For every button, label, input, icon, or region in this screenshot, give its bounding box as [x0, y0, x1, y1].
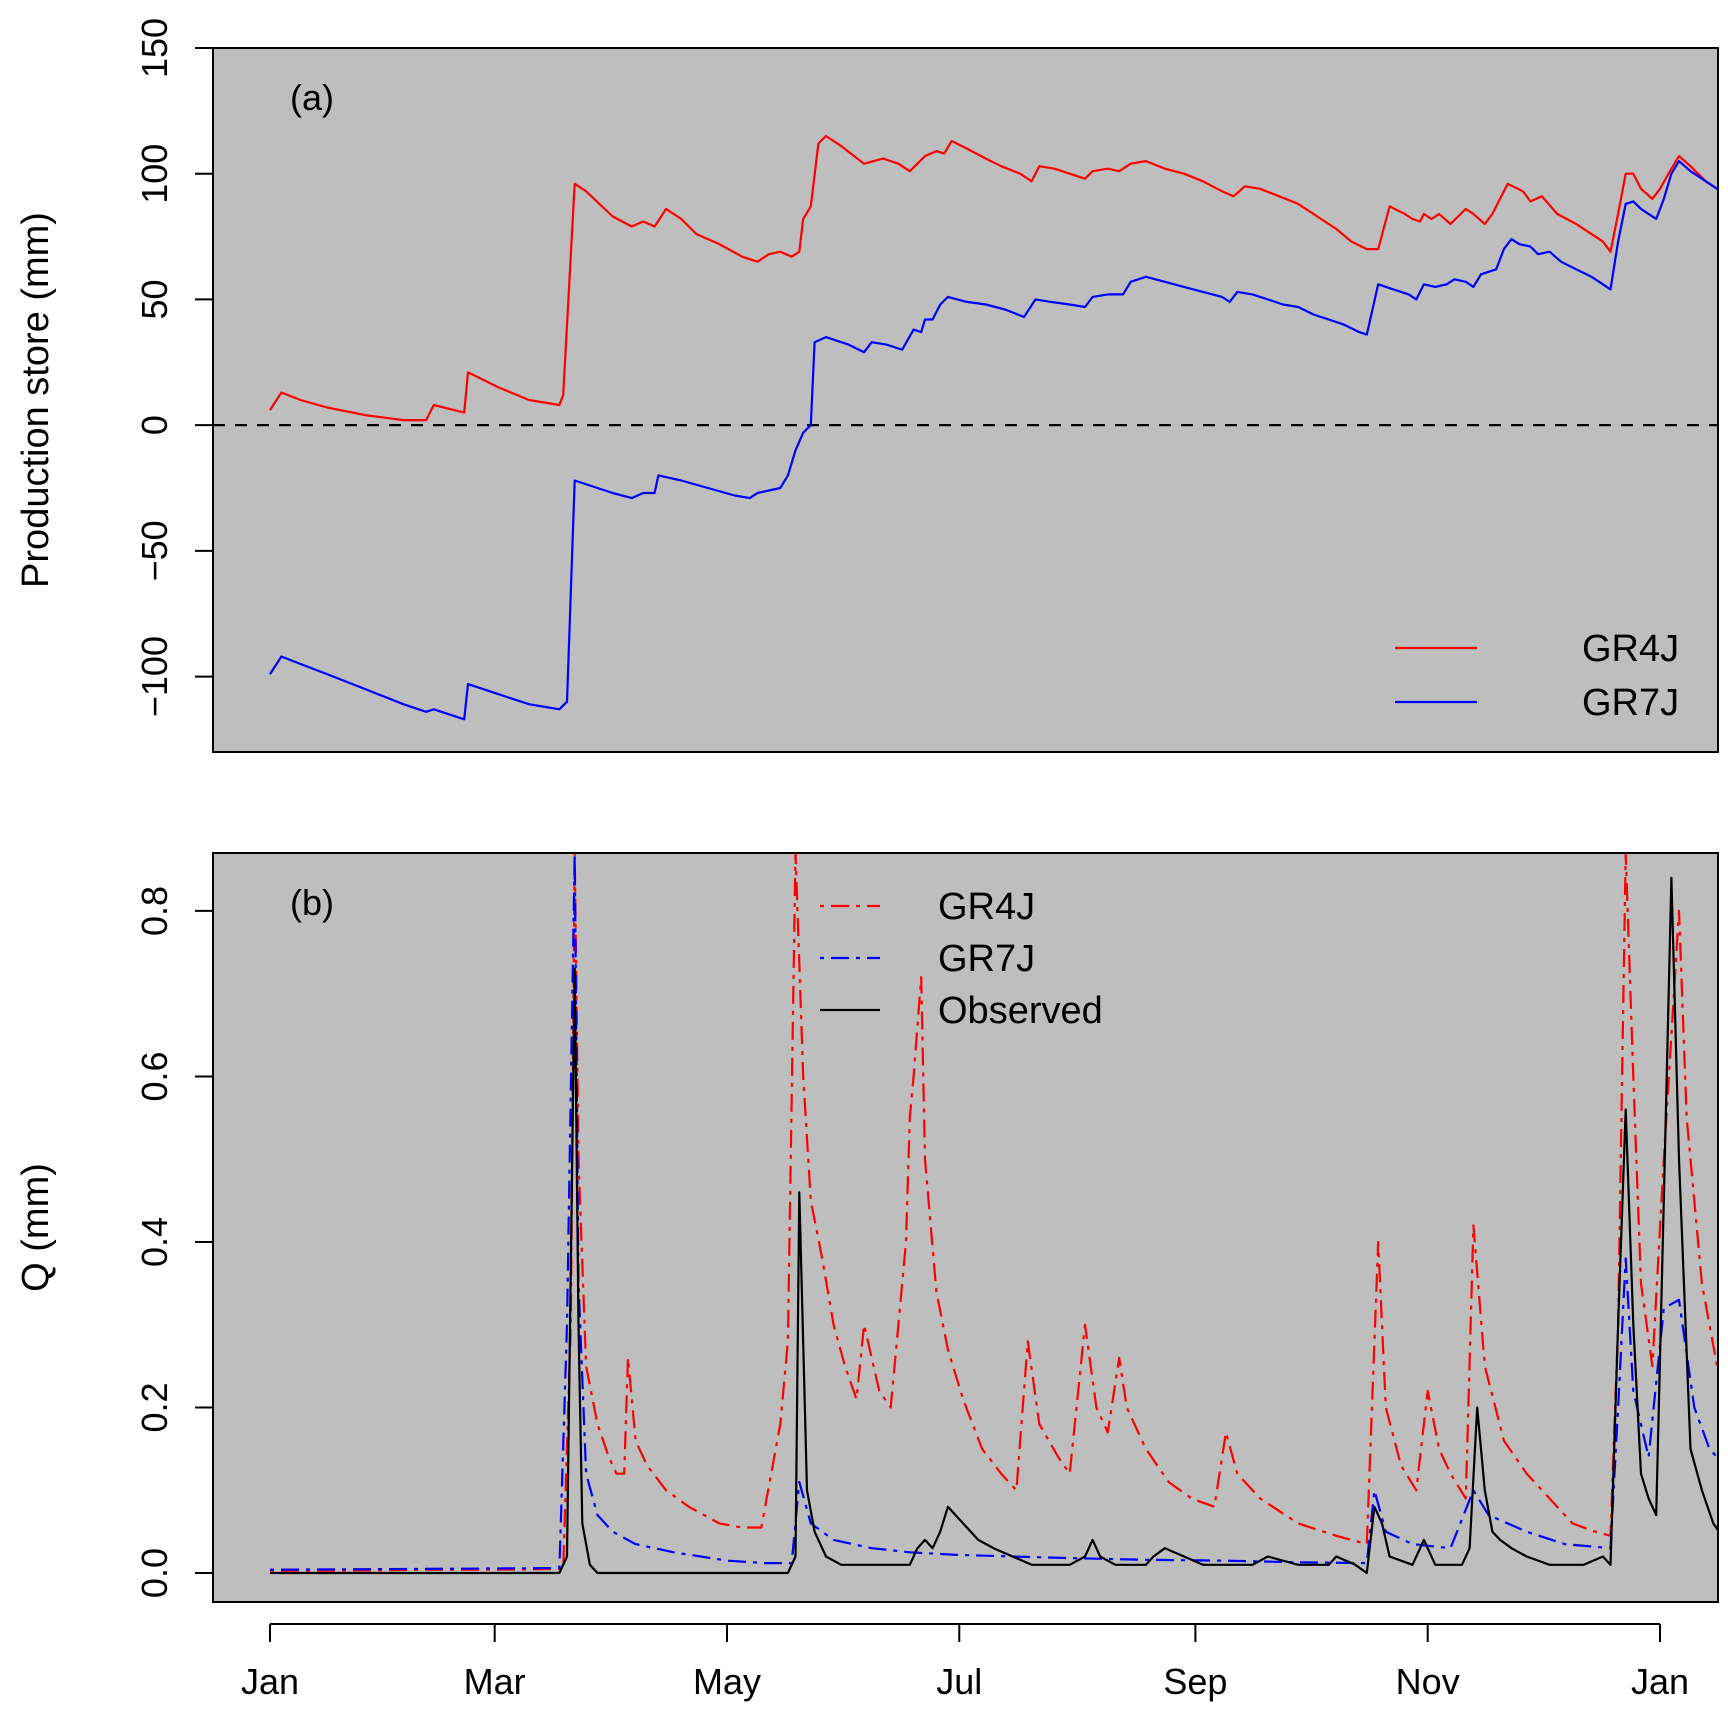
x-tick-label: Nov	[1396, 1661, 1460, 1702]
x-tick-label: Jan	[1631, 1661, 1689, 1702]
y-tick-label: 0.6	[134, 1051, 175, 1101]
panel-label: (b)	[290, 882, 334, 923]
series-line-gr4j	[270, 853, 1718, 1572]
panel-b-discharge: 0.0 0.2 0.4 0.6 0.8 Q (mm) (b) GR4J GR7J Observed…	[15, 852, 1719, 1702]
legend-label-gr7j: GR7J	[1582, 682, 1679, 724]
series-line-gr4j	[269, 134, 1718, 422]
x-tick-label: Jan	[241, 1661, 299, 1702]
y-axis-title: Production store (mm)	[15, 212, 57, 588]
x-tick-label: Jul	[936, 1661, 982, 1702]
series-line-gr7j	[269, 160, 1718, 721]
x-tick-label: Sep	[1163, 1661, 1227, 1702]
series-line-gr7j	[269, 853, 1718, 1571]
y-tick-label: −100	[134, 636, 175, 717]
y-tick-label: 0.0	[134, 1548, 175, 1598]
y-tick-label: 0.2	[134, 1382, 175, 1432]
legend: GR4J GR7J Observed	[820, 886, 1103, 1032]
series-line-observed	[270, 876, 1718, 1575]
y-tick-label: 0	[134, 415, 175, 435]
legend: GR4J GR7J	[1395, 628, 1679, 724]
plot-background	[213, 48, 1718, 752]
y-tick-label: −50	[134, 520, 175, 581]
panel-a-production-store: −100 −50 0 50 100 150 Production store (mm) (a)…	[15, 18, 1719, 753]
legend-label-gr4j: GR4J	[1582, 628, 1679, 670]
panel-label: (a)	[290, 77, 334, 118]
y-tick-label: 100	[134, 144, 175, 204]
y-tick-label: 150	[134, 18, 175, 78]
y-axis-title: Q (mm)	[15, 1163, 57, 1292]
legend-label-gr7j: GR7J	[938, 938, 1035, 980]
y-tick-label: 0.4	[134, 1217, 175, 1267]
series-group	[269, 134, 1718, 721]
y-tick-label: 50	[134, 279, 175, 319]
y-axis: −100 −50 0 50 100 150	[134, 18, 214, 717]
x-tick-label: Mar	[464, 1661, 526, 1702]
y-axis: 0.0 0.2 0.4 0.6 0.8	[134, 886, 214, 1598]
legend-label-gr4j: GR4J	[938, 886, 1035, 928]
x-tick-label: May	[693, 1661, 761, 1702]
legend-label-observed: Observed	[938, 990, 1103, 1032]
y-tick-label: 0.8	[134, 886, 175, 936]
x-axis: Jan Mar May Jul Sep Nov Jan	[241, 1623, 1689, 1702]
series-group	[269, 853, 1718, 1575]
